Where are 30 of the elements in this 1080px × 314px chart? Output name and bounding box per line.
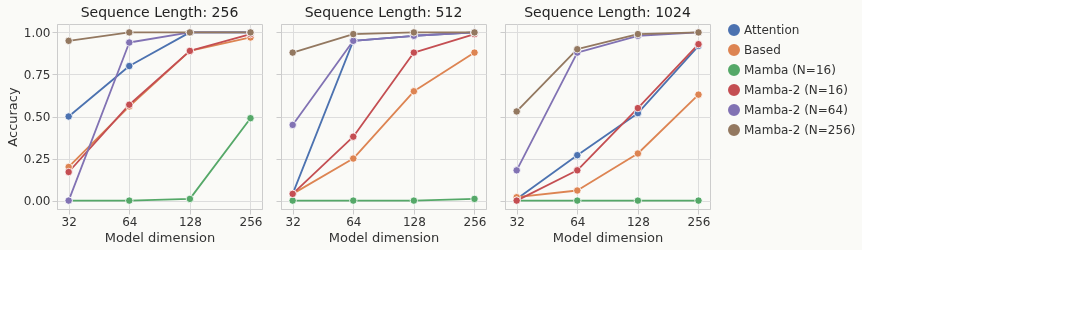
x-tick-label: 32	[285, 214, 301, 229]
legend-label: Attention	[744, 23, 800, 37]
legend-label: Mamba-2 (N=16)	[744, 83, 848, 97]
x-tick-label: 256	[687, 214, 711, 229]
y-tick-label: 0.00	[23, 194, 51, 209]
y-axis-title: Accuracy	[4, 87, 20, 147]
legend-label: Mamba-2 (N=256)	[744, 123, 856, 137]
x-axis-title: Model dimension	[104, 229, 216, 245]
x-axis-title: Model dimension	[552, 229, 664, 245]
chart-title: Sequence Length: 512	[304, 4, 463, 20]
x-tick-label: 256	[239, 214, 263, 229]
x-tick-label: 128	[178, 214, 202, 229]
y-tick-label: 0.50	[23, 110, 51, 124]
y-tick-label: 0.75	[23, 67, 51, 82]
y-tick-label: 1.00	[23, 25, 51, 40]
x-tick-label: 64	[570, 214, 586, 229]
x-axis-title: Model dimension	[328, 229, 440, 245]
x-tick-label: 128	[402, 214, 426, 229]
x-tick-label: 64	[122, 214, 138, 229]
y-tick-label: 0.25	[23, 152, 51, 167]
legend-label: Based	[744, 43, 781, 57]
chart-title: Sequence Length: 256	[80, 4, 239, 20]
legend-label: Mamba (N=16)	[744, 63, 836, 77]
chart-title: Sequence Length: 1024	[524, 4, 691, 20]
legend-label: Mamba-2 (N=64)	[744, 103, 848, 117]
x-tick-label: 32	[509, 214, 525, 229]
x-tick-label: 32	[61, 214, 77, 229]
x-tick-label: 64	[346, 214, 362, 229]
x-tick-label: 128	[626, 214, 650, 229]
x-tick-label: 256	[463, 214, 487, 229]
